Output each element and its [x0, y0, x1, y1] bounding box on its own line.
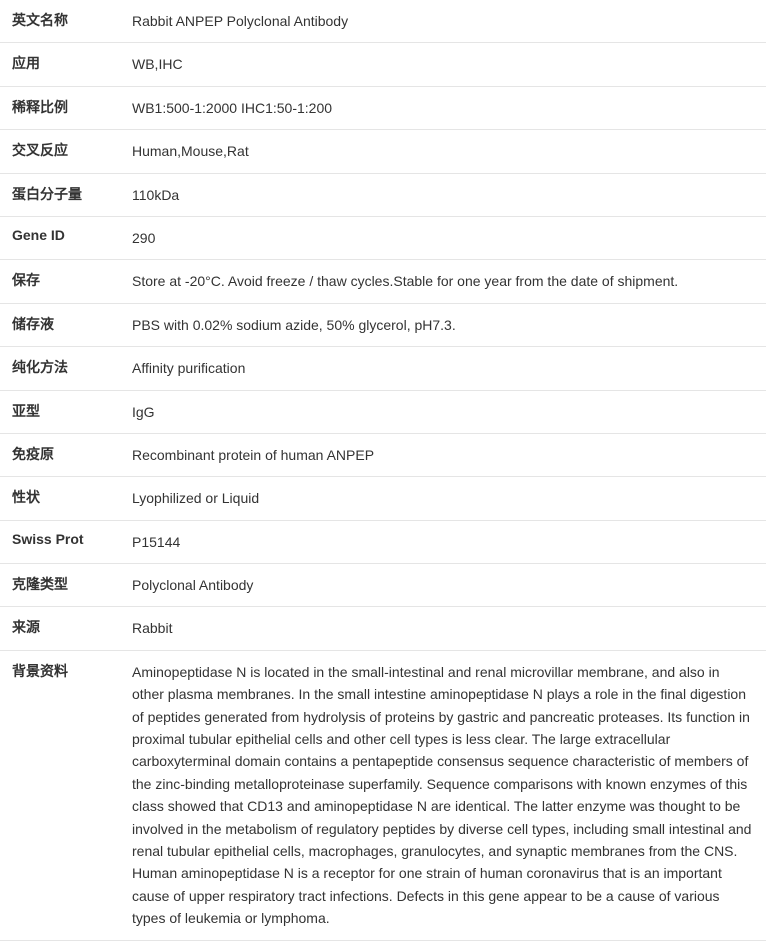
spec-value: Polyclonal Antibody	[132, 574, 754, 596]
spec-row: Swiss Prot P15144	[0, 521, 766, 564]
spec-value: 110kDa	[132, 184, 754, 206]
spec-value: WB,IHC	[132, 53, 754, 75]
spec-value: PBS with 0.02% sodium azide, 50% glycero…	[132, 314, 754, 336]
spec-row: 应用 WB,IHC	[0, 43, 766, 86]
spec-label: 亚型	[12, 401, 132, 421]
spec-row: 背景资料 Aminopeptidase N is located in the …	[0, 651, 766, 941]
spec-row: 蛋白分子量 110kDa	[0, 174, 766, 217]
spec-label: 应用	[12, 53, 132, 73]
spec-value: Human,Mouse,Rat	[132, 140, 754, 162]
spec-label: 蛋白分子量	[12, 184, 132, 204]
spec-value: Lyophilized or Liquid	[132, 487, 754, 509]
spec-label: 稀释比例	[12, 97, 132, 117]
spec-value: Rabbit	[132, 617, 754, 639]
spec-table: 英文名称 Rabbit ANPEP Polyclonal Antibody 应用…	[0, 0, 766, 941]
spec-label: Gene ID	[12, 227, 132, 243]
spec-row: 克隆类型 Polyclonal Antibody	[0, 564, 766, 607]
spec-value: Store at -20°C. Avoid freeze / thaw cycl…	[132, 270, 754, 292]
spec-value: P15144	[132, 531, 754, 553]
spec-value: Rabbit ANPEP Polyclonal Antibody	[132, 10, 754, 32]
spec-value: IgG	[132, 401, 754, 423]
spec-value: WB1:500-1:2000 IHC1:50-1:200	[132, 97, 754, 119]
spec-row: 性状 Lyophilized or Liquid	[0, 477, 766, 520]
spec-label: 免疫原	[12, 444, 132, 464]
spec-value: Affinity purification	[132, 357, 754, 379]
spec-row: 保存 Store at -20°C. Avoid freeze / thaw c…	[0, 260, 766, 303]
spec-value: 290	[132, 227, 754, 249]
spec-row: 储存液 PBS with 0.02% sodium azide, 50% gly…	[0, 304, 766, 347]
spec-label: 性状	[12, 487, 132, 507]
spec-row: 纯化方法 Affinity purification	[0, 347, 766, 390]
spec-label: 英文名称	[12, 10, 132, 30]
spec-label: 克隆类型	[12, 574, 132, 594]
spec-row: Gene ID 290	[0, 217, 766, 260]
spec-row: 来源 Rabbit	[0, 607, 766, 650]
spec-row: 英文名称 Rabbit ANPEP Polyclonal Antibody	[0, 0, 766, 43]
spec-row: 交叉反应 Human,Mouse,Rat	[0, 130, 766, 173]
spec-label: 储存液	[12, 314, 132, 334]
spec-label: 来源	[12, 617, 132, 637]
spec-label: 交叉反应	[12, 140, 132, 160]
spec-label: 背景资料	[12, 661, 132, 681]
spec-label: Swiss Prot	[12, 531, 132, 547]
spec-label: 纯化方法	[12, 357, 132, 377]
spec-row: 稀释比例 WB1:500-1:2000 IHC1:50-1:200	[0, 87, 766, 130]
spec-row: 亚型 IgG	[0, 391, 766, 434]
spec-value: Aminopeptidase N is located in the small…	[132, 661, 754, 930]
spec-value: Recombinant protein of human ANPEP	[132, 444, 754, 466]
spec-row: 免疫原 Recombinant protein of human ANPEP	[0, 434, 766, 477]
spec-label: 保存	[12, 270, 132, 290]
